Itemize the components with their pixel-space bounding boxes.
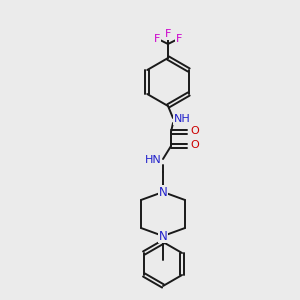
Text: N: N (159, 185, 167, 199)
Text: N: N (159, 230, 167, 242)
Text: F: F (165, 29, 171, 39)
Text: O: O (190, 126, 200, 136)
Text: NH: NH (174, 114, 190, 124)
Text: F: F (176, 34, 182, 44)
Text: O: O (190, 140, 200, 150)
Text: HN: HN (145, 155, 161, 165)
Text: F: F (154, 34, 160, 44)
